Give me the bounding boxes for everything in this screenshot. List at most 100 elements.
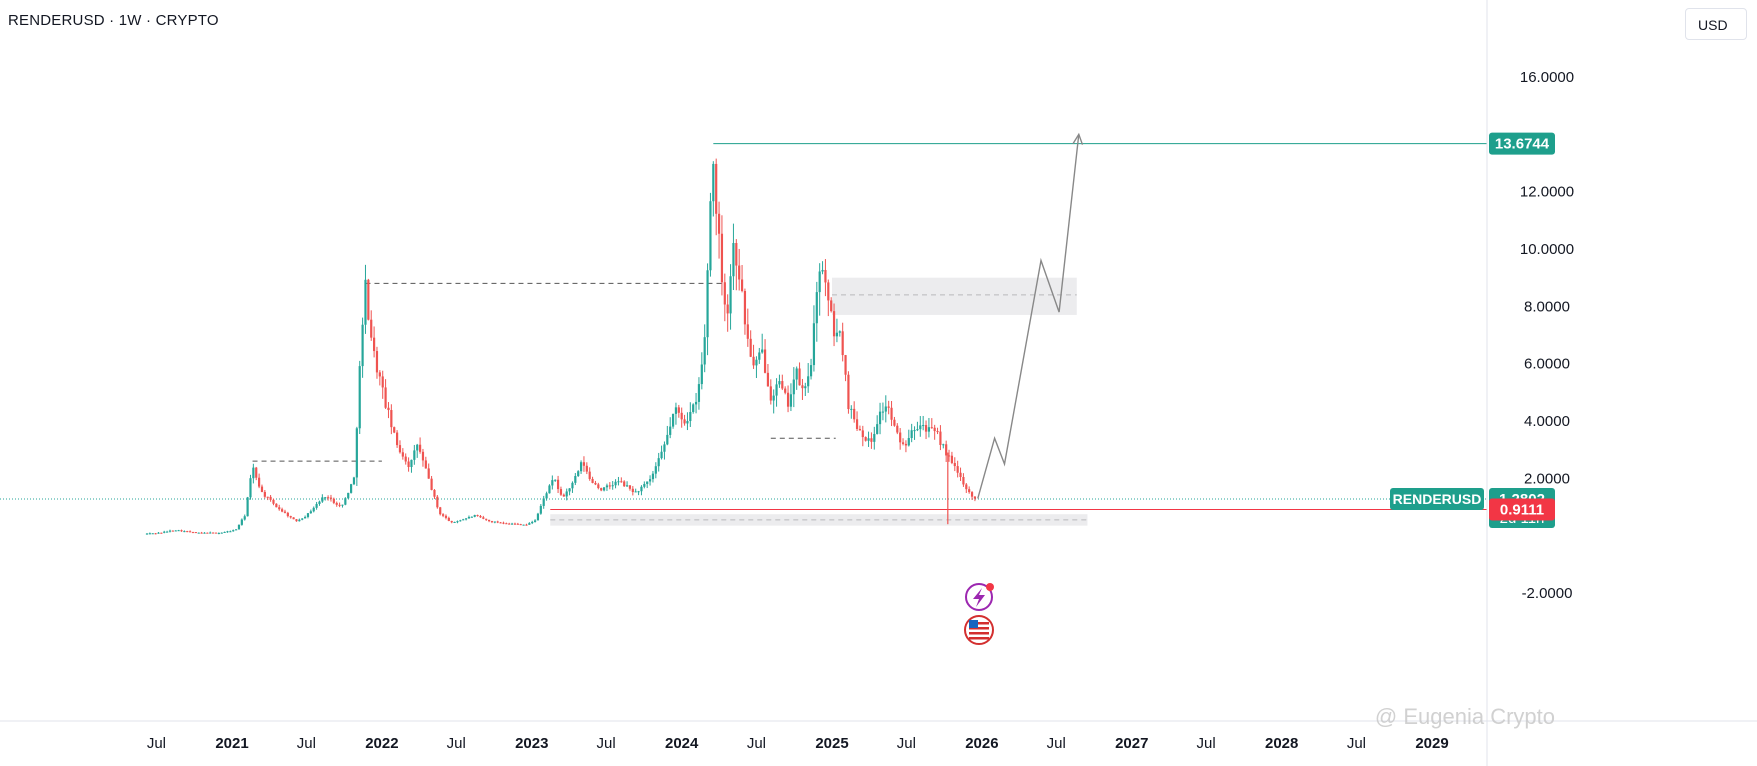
candle-body [631,488,634,493]
candle-body [844,355,847,375]
candle-body [456,521,459,523]
flag-stripe [969,632,989,635]
candle-body [683,419,686,424]
candle-body [372,337,376,352]
candle-body [286,512,289,517]
candle-body [186,531,189,533]
candle-body [778,381,781,385]
candle-body [812,323,816,366]
candle-body [761,349,764,353]
candle-body [884,406,887,412]
candle-body [692,404,695,412]
symbol-header[interactable]: RENDERUSD · 1W · CRYPTO [8,12,219,29]
candle-body [551,480,554,486]
candle-body [243,516,246,520]
candle-body [255,467,258,478]
candle-body [395,432,399,446]
candle-body [430,478,433,490]
candle-body [876,424,879,434]
ath-label-bg [1489,132,1555,155]
candle-body [318,501,321,504]
candle-body [666,434,669,445]
candle-body [436,496,439,508]
x-tick-label: 2024 [665,735,699,752]
resistance-zone [832,277,1077,315]
candle-body [393,427,396,433]
y-tick-label: -2.0000 [1522,585,1573,602]
candle-body [861,430,864,438]
candle-body [881,411,885,413]
candle-body [602,487,606,491]
candle-body [479,516,482,518]
candle-body [858,428,862,431]
candle-body [401,452,404,457]
candle-body [973,496,977,499]
candle-body [177,530,180,532]
candle-body [358,366,361,429]
candle-body [367,279,370,320]
x-tick-label: 2022 [365,735,398,752]
candle-body [439,507,442,515]
candle-body [755,359,758,366]
candle-body [919,425,922,430]
candle-body [706,270,709,338]
candle-body [620,481,623,483]
y-tick-label: 2.0000 [1524,470,1570,487]
candle-body [887,406,890,408]
candle-body [536,513,540,521]
candle-body [289,516,292,518]
candle-body [815,292,818,324]
candle-body [643,483,646,487]
candle-body [321,497,324,502]
candle-body [677,407,680,413]
candle-body [542,498,545,506]
candle-body [361,324,364,367]
x-tick-label: 2025 [815,735,848,752]
candle-body [160,532,163,534]
candle-body [936,431,939,433]
candle-body [151,533,154,535]
candle-body [240,519,243,525]
candle-body [939,431,942,445]
candle-body [927,427,931,432]
x-tick-label: Jul [1347,735,1366,752]
candle-body [485,518,488,520]
y-tick-label: 16.0000 [1520,69,1574,86]
candle-body [266,496,269,498]
candle-body [648,479,652,482]
candle-body [450,520,453,523]
candle-body [232,530,235,532]
candle-body [502,522,505,524]
candle-body [916,429,919,431]
candle-body [689,411,692,422]
candle-body [749,338,752,357]
candle-body [867,438,870,441]
candle-body [694,401,698,405]
candle-body [220,532,223,534]
candle-body [568,488,571,492]
candle-body [565,491,568,497]
candle-body [301,518,304,520]
candle-body [723,282,726,305]
candle-body [781,381,784,389]
candle-body [206,532,209,534]
candle-body [933,427,936,432]
candle-body [194,532,197,534]
candle-body [522,524,525,526]
candle-body [965,484,968,490]
candle-body [582,462,586,466]
candle-body [545,493,548,499]
candle-body [493,521,496,523]
candle-body [597,484,600,489]
candle-body [315,503,318,508]
candle-body [947,455,951,457]
candle-body [735,242,738,266]
candle-body [594,482,597,485]
candle-body [847,374,850,410]
currency-button[interactable]: USD [1685,8,1747,40]
candle-body [197,532,200,534]
candle-body [378,372,381,377]
candle-body [235,529,238,531]
